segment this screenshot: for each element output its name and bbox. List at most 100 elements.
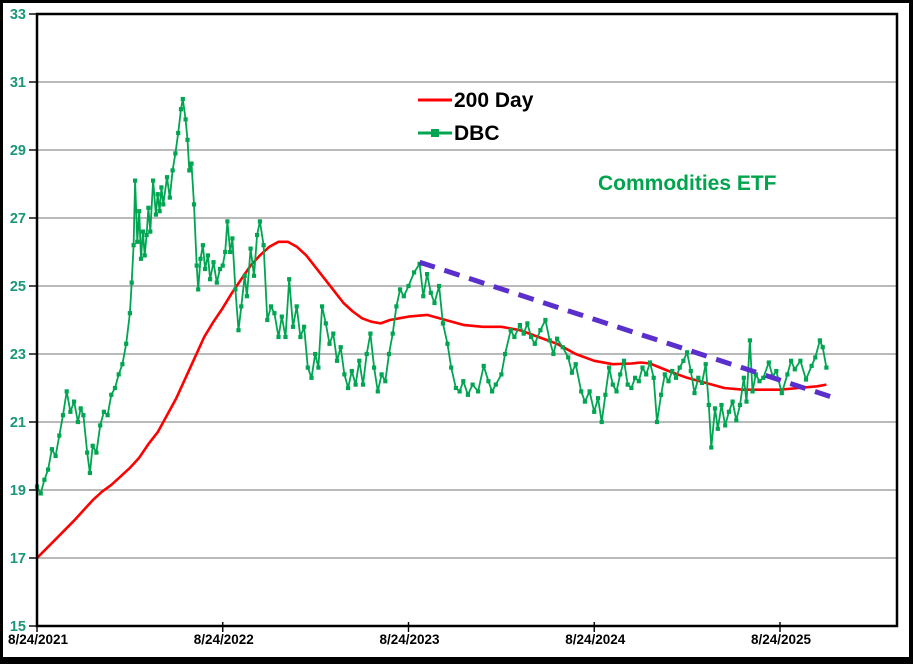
- dbc-marker: [525, 321, 530, 326]
- dbc-marker: [225, 219, 230, 224]
- dbc-marker: [394, 304, 399, 309]
- dbc-marker: [706, 402, 711, 408]
- y-axis-label-25: 25: [10, 279, 26, 295]
- legend-item-dbc: DBC: [418, 119, 533, 147]
- dbc-marker: [105, 413, 110, 418]
- dbc-marker: [476, 389, 481, 394]
- dbc-marker: [153, 212, 158, 217]
- dbc-marker: [614, 389, 619, 394]
- dbc-marker: [178, 107, 184, 112]
- dbc-marker: [481, 363, 486, 368]
- dbc-marker: [547, 338, 552, 343]
- dbc-marker: [766, 360, 771, 365]
- dbc-marker: [508, 328, 513, 333]
- frame-border-bottom: [0, 657, 913, 664]
- dbc-marker: [809, 363, 814, 368]
- dbc-marker: [283, 334, 288, 340]
- dbc-marker: [223, 249, 228, 255]
- dbc-marker: [692, 391, 697, 396]
- dbc-marker: [46, 467, 51, 472]
- dbc-marker: [155, 192, 160, 197]
- dbc-marker: [465, 392, 470, 397]
- dbc-marker: [159, 185, 164, 190]
- dbc-marker: [64, 389, 69, 394]
- dbc-marker: [595, 396, 601, 401]
- dbc-marker: [647, 360, 653, 365]
- dbc-marker: [129, 280, 134, 285]
- dbc-marker: [236, 328, 241, 333]
- dbc-marker: [774, 368, 779, 374]
- dbc-marker: [607, 365, 612, 370]
- dbc-marker: [437, 283, 442, 289]
- dbc-marker: [180, 96, 185, 102]
- dbc-marker: [161, 202, 166, 207]
- dbc-marker: [517, 323, 522, 328]
- dbc-marker: [38, 491, 43, 496]
- dbc-marker: [779, 391, 784, 396]
- green-line-marker-swatch-icon: [418, 129, 452, 137]
- legend: 200 Day DBC: [418, 86, 533, 147]
- dbc-marker: [302, 324, 307, 329]
- y-axis-label-23: 23: [10, 347, 26, 363]
- dbc-marker: [551, 351, 556, 357]
- dbc-marker: [573, 362, 578, 367]
- dbc-marker: [133, 178, 138, 183]
- dbc-marker: [747, 338, 752, 343]
- dbc-marker: [135, 239, 140, 244]
- dbc-marker: [185, 137, 190, 142]
- dbc-marker: [120, 362, 125, 367]
- x-axis-label-3: 8/24/2024: [565, 632, 626, 647]
- dbc-marker: [233, 287, 238, 292]
- dbc-marker: [239, 304, 244, 309]
- dbc-marker: [789, 358, 794, 363]
- dbc-marker: [440, 321, 445, 326]
- dbc-marker: [194, 263, 199, 268]
- dbc-marker: [757, 379, 762, 384]
- dbc-marker: [85, 450, 90, 455]
- frame-border-top: [0, 0, 913, 3]
- dbc-marker: [228, 249, 233, 255]
- dbc-marker: [372, 365, 377, 370]
- y-axis-label-31: 31: [10, 75, 26, 91]
- dbc-marker: [761, 375, 766, 380]
- dbc-marker: [470, 382, 475, 387]
- plot-border: [35, 12, 899, 628]
- dbc-marker: [305, 365, 310, 370]
- dbc-marker: [265, 317, 270, 323]
- dbc-marker: [183, 117, 188, 122]
- dbc-marker: [412, 270, 417, 275]
- dbc-marker: [493, 382, 498, 387]
- dbc-marker: [383, 379, 388, 384]
- dbc-marker: [49, 447, 54, 452]
- dbc-marker: [461, 379, 466, 384]
- dbc-marker: [316, 365, 321, 370]
- dbc-marker: [659, 392, 664, 397]
- dbc-marker: [673, 375, 679, 380]
- x-axis-label-1: 8/24/2022: [194, 632, 254, 647]
- dbc-marker: [167, 195, 172, 200]
- dbc-marker: [425, 272, 430, 277]
- dbc-marker: [579, 389, 584, 394]
- dbc-marker: [521, 331, 526, 336]
- dbc-marker: [428, 290, 433, 295]
- dbc-marker: [68, 409, 73, 414]
- dbc-marker: [629, 385, 634, 391]
- legend-label-dbc: DBC: [454, 121, 500, 145]
- dbc-marker: [512, 334, 517, 340]
- dbc-marker: [406, 283, 411, 289]
- dbc-marker: [170, 168, 175, 173]
- dbc-marker: [53, 453, 58, 459]
- dbc-marker: [257, 219, 262, 224]
- dbc-marker: [432, 300, 437, 306]
- dbc-marker: [196, 287, 201, 292]
- dbc-marker: [357, 358, 362, 363]
- dbc-marker: [208, 277, 213, 282]
- dbc-marker: [173, 151, 178, 156]
- x-axis-label-0: 8/24/2021: [8, 632, 69, 647]
- dbc-marker: [730, 399, 735, 404]
- dbc-marker: [636, 379, 641, 384]
- dbc-marker: [785, 372, 790, 377]
- downtrend-dashed-line: [418, 259, 831, 399]
- dbc-marker: [566, 355, 571, 360]
- dbc-marker: [560, 345, 565, 350]
